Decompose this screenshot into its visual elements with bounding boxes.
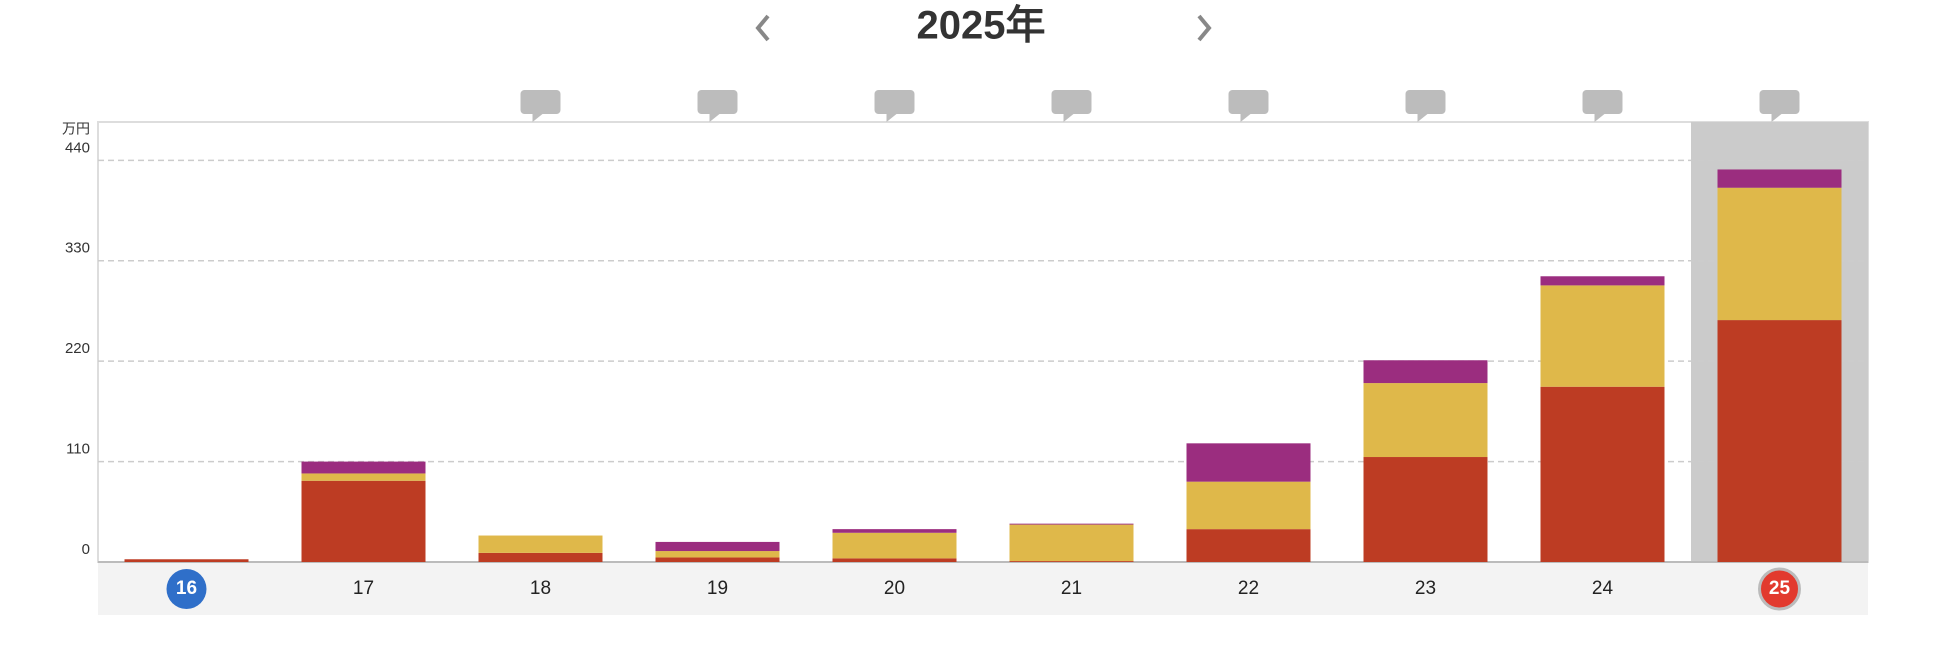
y-tick-label: 330 [65,240,90,257]
bar-segment [1540,276,1665,286]
y-tick-label: 110 [66,441,90,458]
x-tick-label[interactable]: 16 [176,578,197,599]
comment-icon[interactable] [697,90,738,122]
x-tick-label[interactable]: 24 [1592,578,1614,599]
bar-segment [1186,529,1311,562]
x-tick-label[interactable]: 19 [707,578,728,599]
bar-segment [1186,481,1311,530]
bar-segment [1363,383,1488,458]
bar-segment [832,529,957,533]
bar-segment [832,532,957,559]
x-tick-label[interactable]: 17 [353,578,374,599]
comment-icon[interactable] [1405,90,1446,122]
comment-icon[interactable] [1582,90,1623,122]
x-tick-label[interactable]: 20 [884,578,905,599]
x-tick-label[interactable]: 25 [1769,578,1791,599]
bar-segment [655,551,780,558]
bar-segment [832,558,957,562]
y-tick-label: 440 [65,139,90,156]
bar-segment [1186,443,1311,482]
bar-segment [478,552,603,562]
prev-arrow[interactable] [755,14,770,42]
bar-segment [1717,320,1842,562]
bar-segment [1363,360,1488,384]
bar-segment [1009,523,1134,525]
comment-icon[interactable] [1228,90,1269,122]
bar-segment [655,541,780,552]
selected-marker [1758,567,1801,611]
category-strip [98,562,1868,615]
next-arrow[interactable] [1197,14,1212,42]
chart-title: 2025年 [917,4,1046,48]
comment-icon[interactable] [520,90,561,122]
x-tick-label[interactable]: 18 [530,578,551,599]
x-tick-label[interactable]: 21 [1061,578,1082,599]
bar-segment [301,480,426,562]
bar-segment [655,557,780,562]
bar-segment [1363,457,1488,562]
bar-segment [1009,524,1134,562]
x-tick-label[interactable]: 22 [1238,578,1259,599]
today-marker [166,569,207,609]
bar-segment [1009,561,1134,562]
bar-segment [301,461,426,474]
bar-segment [124,559,249,562]
comment-icon[interactable] [1759,90,1800,122]
y-tick-label: 220 [65,340,90,357]
x-tick-label[interactable]: 23 [1415,578,1436,599]
bar-segment [301,473,426,481]
y-unit: 万円 [62,121,90,137]
bar-segment [1717,187,1842,321]
y-tick-label: 0 [82,541,90,558]
comment-icon[interactable] [874,90,915,122]
bar-segment [1540,285,1665,387]
comment-icon[interactable] [1051,90,1092,122]
bar-segment [1540,386,1665,562]
bar-segment [1717,169,1842,188]
bar-segment [478,535,603,553]
